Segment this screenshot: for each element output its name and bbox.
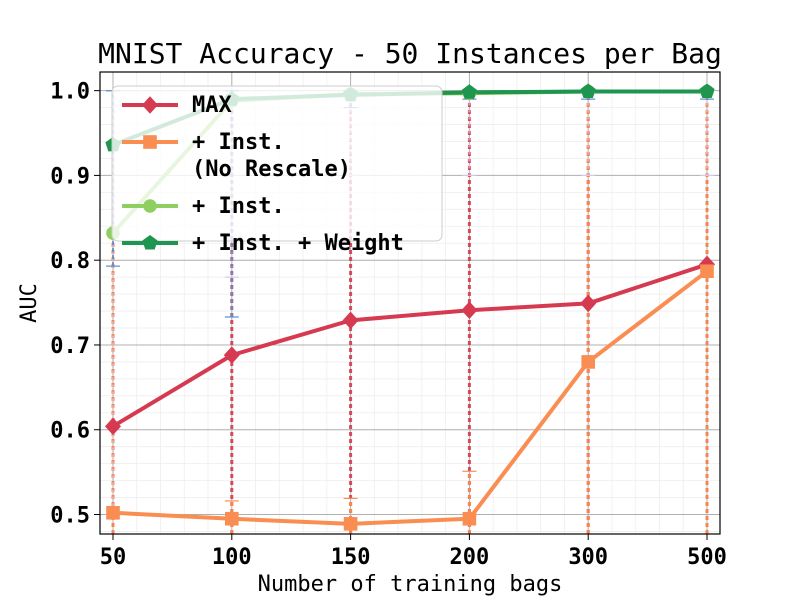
data-point bbox=[580, 294, 597, 313]
plot-frame bbox=[99, 71, 721, 535]
axis-ticks: 0.5 0.6 0.7 0.8 0.9 1.0 50 100 150 200 300 500 bbox=[50, 80, 727, 570]
y-axis-label: AUC bbox=[17, 283, 42, 323]
data-point bbox=[106, 506, 120, 520]
legend-swatch-marker bbox=[142, 96, 158, 114]
data-point bbox=[105, 417, 121, 436]
x-tick-label: 50 bbox=[100, 545, 127, 570]
legend-label: + Inst. bbox=[192, 194, 285, 219]
legend-swatch-marker bbox=[143, 199, 157, 213]
data-point bbox=[580, 83, 596, 98]
x-tick-label: 200 bbox=[450, 545, 490, 570]
data-point bbox=[461, 301, 478, 320]
y-tick-label: 0.6 bbox=[50, 419, 90, 444]
y-tick-label: 0.9 bbox=[50, 164, 90, 189]
data-point bbox=[461, 84, 477, 99]
x-axis-label: Number of training bags bbox=[258, 572, 563, 597]
series-line bbox=[112, 269, 709, 526]
legend-box bbox=[111, 85, 443, 242]
legend-label: MAX bbox=[192, 93, 232, 118]
data-point bbox=[699, 83, 715, 98]
y-tick-label: 0.7 bbox=[50, 334, 90, 359]
data-point bbox=[223, 346, 240, 364]
data-point bbox=[581, 355, 595, 369]
data-point bbox=[462, 511, 477, 526]
data-point bbox=[225, 511, 239, 526]
legend: MAX+ Inst.(No Rescale)+ Inst.+ Inst. + W… bbox=[111, 85, 443, 256]
y-tick-label: 0.8 bbox=[50, 249, 90, 274]
legend-label: (No Rescale) bbox=[192, 157, 351, 182]
chart-title: MNIST Accuracy - 50 Instances per Bag bbox=[98, 37, 722, 70]
legend-swatch-marker bbox=[143, 135, 157, 149]
legend-label: + Inst. + Weight bbox=[192, 231, 404, 256]
data-point bbox=[342, 311, 359, 330]
x-tick-label: 100 bbox=[212, 545, 252, 570]
y-tick-label: 0.5 bbox=[50, 504, 90, 529]
series-line bbox=[111, 262, 708, 429]
data-point bbox=[700, 264, 714, 279]
data-point bbox=[343, 517, 358, 531]
x-tick-label: 150 bbox=[331, 545, 371, 570]
legend-label: + Inst. bbox=[192, 130, 285, 155]
x-tick-label: 300 bbox=[568, 545, 608, 570]
y-tick-label: 1.0 bbox=[50, 80, 90, 105]
legend-swatch-marker bbox=[142, 235, 158, 250]
x-tick-label: 500 bbox=[687, 545, 727, 570]
